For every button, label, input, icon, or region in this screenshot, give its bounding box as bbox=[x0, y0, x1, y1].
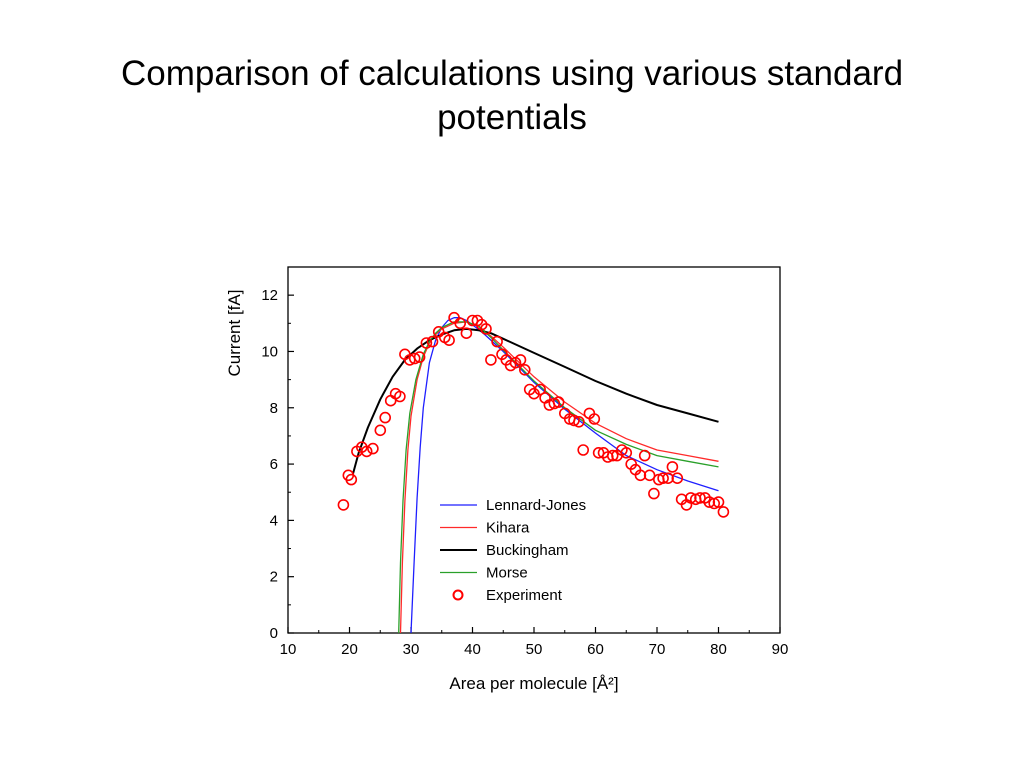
data-point bbox=[643, 469, 656, 482]
slide-title-line-2: potentials bbox=[437, 98, 587, 137]
x-tick-label: 30 bbox=[403, 641, 420, 658]
legend-item: Lennard-Jones bbox=[440, 497, 586, 514]
data-point bbox=[552, 396, 565, 408]
data-point bbox=[466, 314, 479, 327]
series-morse bbox=[398, 321, 719, 633]
data-point bbox=[491, 335, 503, 348]
data-point bbox=[394, 390, 406, 403]
y-tick-label: 10 bbox=[261, 343, 278, 360]
legend-label: Buckingham bbox=[486, 542, 569, 559]
data-point bbox=[666, 461, 679, 473]
data-point bbox=[638, 449, 651, 462]
data-point bbox=[379, 411, 392, 424]
data-point bbox=[426, 335, 439, 348]
data-point bbox=[694, 492, 706, 504]
data-point bbox=[592, 446, 605, 459]
data-point bbox=[606, 449, 619, 462]
data-point bbox=[568, 414, 580, 427]
legend-label: Morse bbox=[486, 565, 528, 582]
data-point bbox=[712, 496, 725, 508]
data-point bbox=[648, 487, 660, 500]
y-tick-label: 2 bbox=[270, 569, 278, 586]
data-point bbox=[620, 446, 633, 459]
y-axis-title: Current [fA] bbox=[225, 290, 244, 377]
data-point bbox=[480, 323, 492, 335]
data-point bbox=[588, 413, 601, 425]
data-point bbox=[514, 354, 527, 366]
y-tick-label: 0 bbox=[270, 625, 278, 642]
series-kihara bbox=[399, 321, 719, 633]
x-tick-label: 70 bbox=[649, 641, 666, 658]
data-point bbox=[454, 317, 467, 330]
data-point bbox=[634, 469, 647, 482]
y-tick-label: 12 bbox=[261, 287, 278, 304]
series-line bbox=[398, 321, 719, 633]
data-point bbox=[337, 499, 350, 511]
x-tick-label: 20 bbox=[341, 641, 358, 658]
data-point bbox=[408, 352, 421, 365]
legend-item: Morse bbox=[440, 565, 528, 582]
data-point bbox=[534, 383, 546, 396]
x-tick-label: 80 bbox=[710, 641, 727, 658]
data-point bbox=[420, 337, 433, 349]
data-point bbox=[345, 473, 358, 486]
data-point bbox=[360, 445, 373, 458]
x-axis-title: Area per molecule [Å²] bbox=[449, 674, 618, 693]
data-point bbox=[657, 472, 669, 485]
y-tick-label: 8 bbox=[270, 400, 278, 417]
x-tick-label: 60 bbox=[587, 641, 604, 658]
legend-item: Kihara bbox=[440, 520, 530, 537]
legend: Lennard-Jones Kihara Buckingham Morse Experi… bbox=[440, 497, 586, 604]
x-tick-label: 40 bbox=[464, 641, 481, 658]
data-point bbox=[717, 506, 730, 518]
legend-label: Kihara bbox=[486, 520, 530, 537]
series-layer bbox=[337, 311, 730, 633]
data-point bbox=[413, 351, 426, 363]
x-tick-label: 90 bbox=[772, 641, 789, 658]
data-point bbox=[671, 472, 684, 485]
slide-title-line-1: Comparison of calculations using various… bbox=[120, 54, 904, 93]
legend-label: Lennard-Jones bbox=[486, 497, 586, 514]
y-tick-label: 6 bbox=[270, 456, 278, 473]
legend-item: Buckingham bbox=[440, 542, 569, 559]
series-line bbox=[399, 321, 719, 633]
data-point bbox=[518, 363, 531, 376]
data-point bbox=[374, 424, 387, 437]
data-point bbox=[367, 442, 379, 455]
data-point bbox=[443, 334, 455, 347]
data-point bbox=[460, 327, 473, 340]
series-experiment bbox=[337, 311, 730, 518]
legend-swatch bbox=[452, 589, 464, 601]
x-tick-label: 10 bbox=[280, 641, 297, 658]
slide-title: Comparison of calculations using various… bbox=[60, 52, 964, 140]
y-tick-label: 4 bbox=[270, 512, 278, 529]
legend-item: Experiment bbox=[452, 587, 563, 604]
legend-label: Experiment bbox=[486, 587, 563, 604]
data-point bbox=[573, 415, 585, 428]
plot-axes: 10 20 30 40 50 60 70 80 90 0 2 4 6 8 10 12 bbox=[261, 266, 789, 658]
data-point bbox=[577, 444, 590, 456]
data-point bbox=[485, 354, 497, 366]
x-tick-label: 50 bbox=[526, 641, 543, 658]
